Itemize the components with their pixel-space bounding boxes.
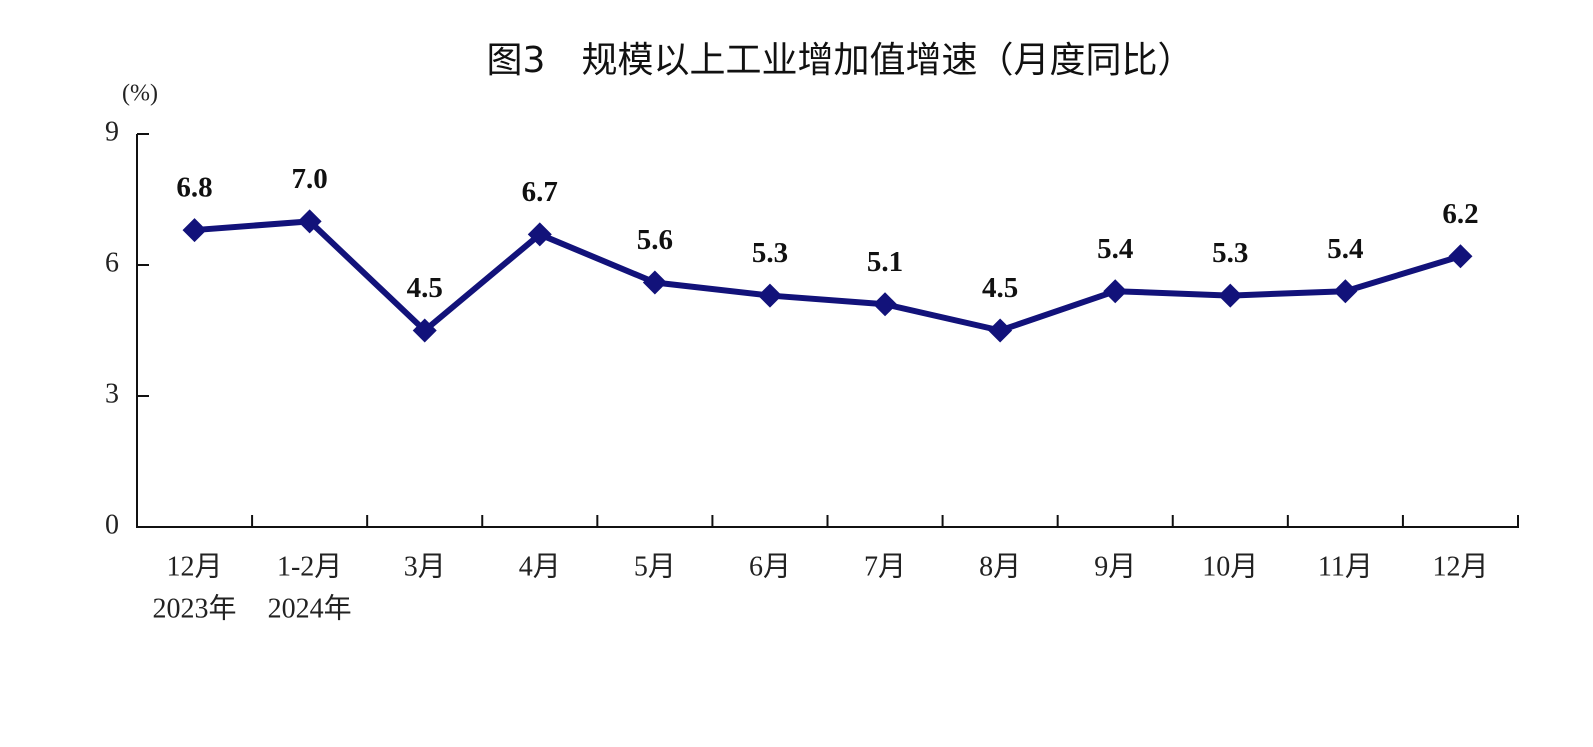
- series-line: [194, 218, 1462, 334]
- data-label: 5.6: [637, 224, 673, 256]
- point-marker: [873, 292, 898, 317]
- point-marker: [642, 270, 667, 295]
- x-tick-label: 12月: [1432, 551, 1488, 582]
- y-tick-label: 3: [105, 378, 119, 409]
- x-tick-label: 10月: [1202, 551, 1258, 582]
- point-marker: [527, 222, 552, 247]
- point-marker: [757, 283, 782, 308]
- point-marker: [297, 209, 322, 234]
- data-label: 5.4: [1327, 233, 1363, 265]
- x-tick-label: 11月: [1318, 551, 1373, 582]
- point-marker: [182, 218, 207, 243]
- x-year-label: 2024年: [268, 592, 352, 624]
- y-tick-label: 6: [105, 247, 119, 278]
- x-tick-label: 1-2月: [277, 551, 342, 582]
- data-label: 5.1: [867, 246, 903, 278]
- data-label: 5.3: [1212, 237, 1248, 269]
- data-label: 5.4: [1097, 233, 1133, 265]
- y-axis-label: (%): [122, 81, 158, 107]
- x-tick-label: 9月: [1094, 551, 1136, 582]
- data-label: 4.5: [407, 272, 443, 304]
- point-marker: [1448, 244, 1473, 269]
- point-marker: [1218, 283, 1243, 308]
- x-tick-label: 12月: [167, 551, 223, 582]
- data-label: 4.5: [982, 272, 1018, 304]
- data-label: 6.8: [176, 172, 212, 204]
- x-tick-label: 7月: [864, 551, 906, 582]
- x-tick-label: 8月: [979, 551, 1021, 582]
- x-tick-label: 3月: [404, 551, 446, 582]
- point-marker: [1103, 279, 1128, 304]
- data-label: 5.3: [752, 237, 788, 269]
- y-tick-label: 0: [105, 509, 119, 540]
- data-label: 7.0: [292, 163, 328, 195]
- data-label: 6.7: [522, 176, 558, 208]
- x-tick-label: 6月: [749, 551, 791, 582]
- point-marker: [988, 318, 1013, 343]
- chart-title: 图3 规模以上工业增加值增速（月度同比）: [487, 40, 1194, 81]
- x-tick-label: 5月: [634, 551, 676, 582]
- y-tick-label: 9: [105, 116, 119, 147]
- point-marker: [412, 318, 437, 343]
- point-marker: [1333, 279, 1358, 304]
- data-label: 6.2: [1442, 198, 1478, 230]
- x-tick-label: 4月: [519, 551, 561, 582]
- x-year-label: 2023年: [153, 592, 237, 624]
